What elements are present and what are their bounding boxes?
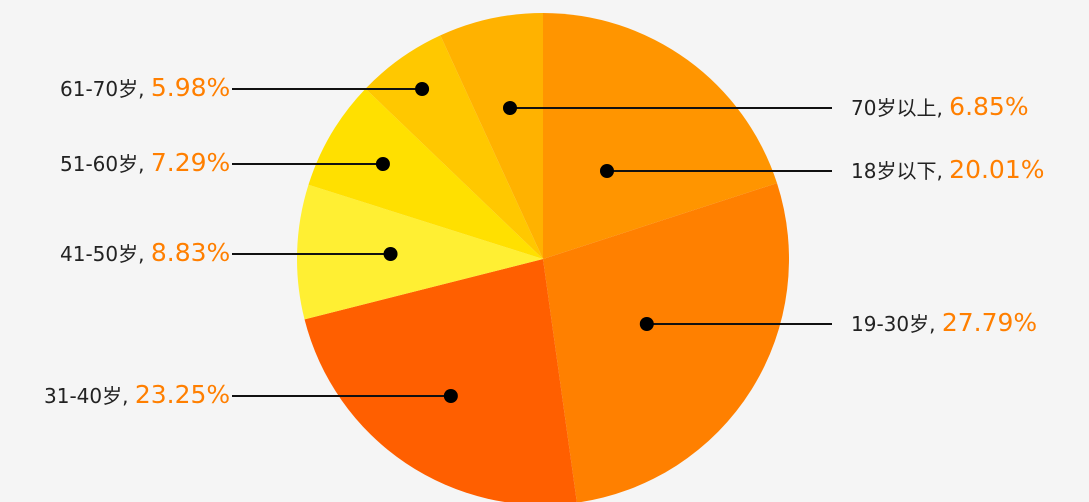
leader-dot-31-40 — [443, 389, 458, 403]
category-label-under-18: 18岁以下, — [851, 158, 950, 183]
category-label-over-70: 70岁以上, — [851, 95, 950, 120]
category-label-61-70: 61-70岁, — [60, 76, 151, 101]
percent-label-61-70: 5.98% — [150, 72, 231, 102]
pie-slice-over-70 — [440, 13, 543, 259]
percent-label-19-30: 27.79% — [941, 307, 1038, 337]
pie-slice-19-30 — [543, 183, 789, 502]
leader-dot-41-50 — [383, 247, 398, 261]
category-label-19-30: 19-30岁, — [851, 311, 942, 336]
percent-label-31-40: 23.25% — [134, 379, 231, 409]
leader-dot-over-70 — [502, 101, 517, 115]
percent-label-51-60: 7.29% — [150, 147, 231, 177]
leader-dot-19-30 — [639, 317, 654, 331]
pie-slice-41-50 — [297, 184, 543, 320]
category-label-51-60: 51-60岁, — [60, 151, 151, 176]
data-label-61-70: 61-70岁, 5.98% — [60, 75, 230, 100]
pie-slice-under-18 — [543, 13, 778, 259]
percent-label-41-50: 8.83% — [150, 237, 231, 267]
percent-label-under-18: 20.01% — [949, 154, 1045, 184]
category-label-41-50: 41-50岁, — [60, 241, 151, 266]
data-label-19-30: 19-30岁, 27.79% — [851, 310, 1037, 335]
data-label-over-70: 70岁以上, 6.85% — [851, 94, 1029, 119]
data-label-41-50: 41-50岁, 8.83% — [60, 240, 230, 265]
leader-dot-61-70 — [415, 82, 430, 96]
percent-label-over-70: 6.85% — [949, 91, 1029, 121]
pie-slice-31-40 — [304, 259, 577, 502]
data-label-51-60: 51-60岁, 7.29% — [60, 150, 230, 175]
pie-slice-51-60 — [308, 88, 543, 260]
category-label-31-40: 31-40岁, — [44, 383, 135, 408]
data-label-31-40: 31-40岁, 23.25% — [44, 382, 230, 407]
pie-slice-61-70 — [365, 35, 543, 260]
leader-dot-51-60 — [375, 157, 390, 171]
leader-dot-under-18 — [599, 164, 614, 178]
data-label-under-18: 18岁以下, 20.01% — [851, 157, 1045, 182]
